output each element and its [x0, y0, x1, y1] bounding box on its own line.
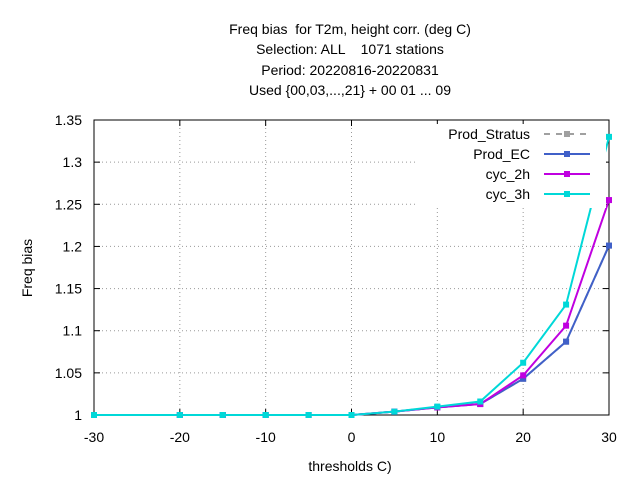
- y-tick-label: 1.15: [55, 281, 82, 297]
- point-marker: [91, 412, 97, 418]
- x-tick-label: 10: [430, 429, 446, 445]
- x-tick-label: -10: [256, 429, 276, 445]
- point-marker: [520, 375, 527, 382]
- point-marker: [219, 412, 226, 418]
- point-marker: [391, 408, 398, 415]
- point-marker: [563, 338, 570, 345]
- point-marker: [176, 412, 183, 418]
- y-tick-label: 1.1: [63, 323, 83, 339]
- x-axis-label: thresholds C): [308, 458, 391, 474]
- legend-label: cyc_2h: [486, 166, 530, 182]
- legend-swatch-marker: [564, 191, 570, 197]
- series-line: [94, 136, 610, 416]
- point-marker: [305, 412, 312, 418]
- x-tick-label: 30: [601, 429, 617, 445]
- y-tick-label: 1.25: [55, 196, 82, 212]
- x-tick-label: -20: [170, 429, 190, 445]
- y-axis-label: Freq bias: [19, 239, 35, 297]
- point-marker: [477, 398, 484, 405]
- point-marker: [520, 359, 527, 366]
- point-marker: [262, 412, 269, 418]
- x-tick-label: -30: [84, 429, 104, 445]
- point-marker: [606, 197, 612, 204]
- legend-label: Prod_Stratus: [448, 126, 530, 142]
- title-line: Freq bias for T2m, height corr. (deg C): [229, 21, 471, 37]
- point-marker: [606, 133, 612, 140]
- y-tick-label: 1: [74, 407, 82, 423]
- legend-label: Prod_EC: [473, 146, 530, 162]
- legend-swatch-marker: [564, 171, 570, 177]
- point-marker: [348, 412, 355, 418]
- point-marker: [563, 301, 570, 308]
- series-line: [94, 245, 610, 416]
- legend-swatch-marker: [564, 151, 570, 157]
- y-tick-label: 1.2: [63, 238, 83, 254]
- x-tick-label: 0: [348, 429, 356, 445]
- title-line: Selection: ALL 1071 stations: [256, 41, 444, 57]
- point-marker: [606, 242, 612, 249]
- y-tick-label: 1.05: [55, 365, 82, 381]
- title-line: Period: 20220816-20220831: [261, 62, 439, 78]
- legend-label: cyc_3h: [486, 186, 530, 202]
- y-tick-label: 1.3: [63, 154, 83, 170]
- y-tick-label: 1.35: [55, 112, 82, 128]
- legend-swatch-marker: [564, 131, 570, 137]
- point-marker: [563, 322, 570, 329]
- legend: Prod_Stratus Prod_EC cyc_2h cyc_3h: [418, 124, 606, 208]
- series-line: [94, 245, 610, 416]
- point-marker: [434, 403, 441, 410]
- point-marker: [520, 372, 527, 379]
- x-tick-label: 20: [515, 429, 531, 445]
- title-line: Used {00,03,...,21} + 00 01 ... 09: [249, 82, 451, 98]
